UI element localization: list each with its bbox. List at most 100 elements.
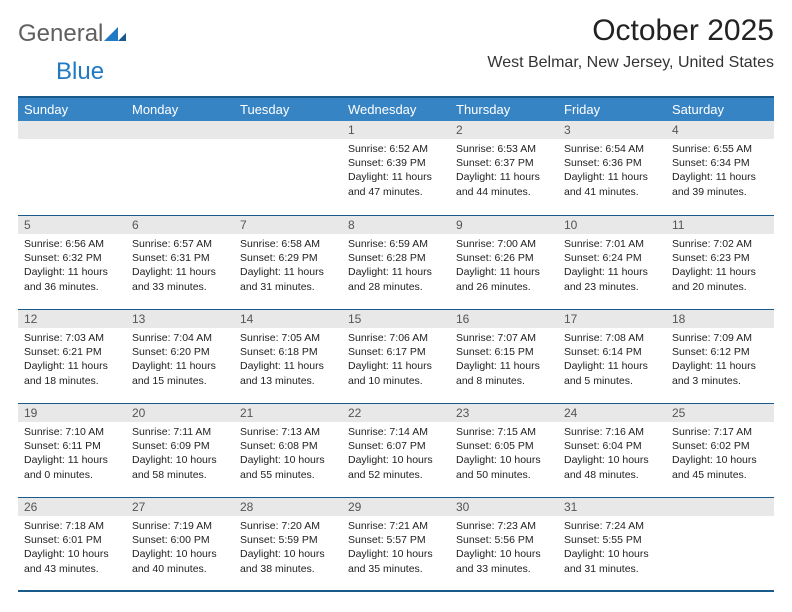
calendar-cell: 4Sunrise: 6:55 AMSunset: 6:34 PMDaylight… — [666, 121, 774, 215]
day-body: Sunrise: 7:00 AMSunset: 6:26 PMDaylight:… — [450, 234, 558, 300]
day-number: 14 — [234, 309, 342, 328]
day-number: 31 — [558, 497, 666, 516]
day-number — [18, 121, 126, 139]
logo-text-a: General — [18, 20, 103, 48]
day-body: Sunrise: 6:55 AMSunset: 6:34 PMDaylight:… — [666, 139, 774, 205]
logo-mark-icon — [104, 27, 126, 41]
day-body: Sunrise: 6:52 AMSunset: 6:39 PMDaylight:… — [342, 139, 450, 205]
calendar-cell: 27Sunrise: 7:19 AMSunset: 6:00 PMDayligh… — [126, 497, 234, 591]
day-number: 19 — [18, 403, 126, 422]
day-body: Sunrise: 7:04 AMSunset: 6:20 PMDaylight:… — [126, 328, 234, 394]
calendar-cell: 14Sunrise: 7:05 AMSunset: 6:18 PMDayligh… — [234, 309, 342, 403]
calendar-cell: 19Sunrise: 7:10 AMSunset: 6:11 PMDayligh… — [18, 403, 126, 497]
day-number: 7 — [234, 215, 342, 234]
calendar-cell: 28Sunrise: 7:20 AMSunset: 5:59 PMDayligh… — [234, 497, 342, 591]
day-number — [666, 497, 774, 516]
calendar-cell: 18Sunrise: 7:09 AMSunset: 6:12 PMDayligh… — [666, 309, 774, 403]
calendar-row: 1Sunrise: 6:52 AMSunset: 6:39 PMDaylight… — [18, 121, 774, 215]
day-body: Sunrise: 7:18 AMSunset: 6:01 PMDaylight:… — [18, 516, 126, 582]
calendar-cell: 10Sunrise: 7:01 AMSunset: 6:24 PMDayligh… — [558, 215, 666, 309]
day-body: Sunrise: 6:58 AMSunset: 6:29 PMDaylight:… — [234, 234, 342, 300]
day-number: 5 — [18, 215, 126, 234]
day-body: Sunrise: 7:03 AMSunset: 6:21 PMDaylight:… — [18, 328, 126, 394]
day-number: 22 — [342, 403, 450, 422]
day-number: 8 — [342, 215, 450, 234]
calendar-cell-empty — [234, 121, 342, 215]
day-number: 4 — [666, 121, 774, 139]
day-number: 28 — [234, 497, 342, 516]
calendar-cell: 7Sunrise: 6:58 AMSunset: 6:29 PMDaylight… — [234, 215, 342, 309]
calendar-cell: 20Sunrise: 7:11 AMSunset: 6:09 PMDayligh… — [126, 403, 234, 497]
day-number: 2 — [450, 121, 558, 139]
calendar-cell: 3Sunrise: 6:54 AMSunset: 6:36 PMDaylight… — [558, 121, 666, 215]
calendar-cell: 8Sunrise: 6:59 AMSunset: 6:28 PMDaylight… — [342, 215, 450, 309]
day-number: 16 — [450, 309, 558, 328]
calendar-row: 5Sunrise: 6:56 AMSunset: 6:32 PMDaylight… — [18, 215, 774, 309]
calendar-cell: 30Sunrise: 7:23 AMSunset: 5:56 PMDayligh… — [450, 497, 558, 591]
weekday-header: Tuesday — [234, 97, 342, 121]
calendar-cell: 26Sunrise: 7:18 AMSunset: 6:01 PMDayligh… — [18, 497, 126, 591]
day-body: Sunrise: 6:59 AMSunset: 6:28 PMDaylight:… — [342, 234, 450, 300]
calendar-cell-empty — [126, 121, 234, 215]
day-number — [126, 121, 234, 139]
day-number: 23 — [450, 403, 558, 422]
day-number: 20 — [126, 403, 234, 422]
calendar-table: SundayMondayTuesdayWednesdayThursdayFrid… — [18, 96, 774, 592]
calendar-cell: 13Sunrise: 7:04 AMSunset: 6:20 PMDayligh… — [126, 309, 234, 403]
day-number: 6 — [126, 215, 234, 234]
day-body: Sunrise: 7:05 AMSunset: 6:18 PMDaylight:… — [234, 328, 342, 394]
day-number: 11 — [666, 215, 774, 234]
calendar-row: 26Sunrise: 7:18 AMSunset: 6:01 PMDayligh… — [18, 497, 774, 591]
calendar-cell: 17Sunrise: 7:08 AMSunset: 6:14 PMDayligh… — [558, 309, 666, 403]
calendar-cell: 2Sunrise: 6:53 AMSunset: 6:37 PMDaylight… — [450, 121, 558, 215]
day-body: Sunrise: 6:57 AMSunset: 6:31 PMDaylight:… — [126, 234, 234, 300]
day-body: Sunrise: 7:11 AMSunset: 6:09 PMDaylight:… — [126, 422, 234, 488]
calendar-cell: 15Sunrise: 7:06 AMSunset: 6:17 PMDayligh… — [342, 309, 450, 403]
month-title: October 2025 — [487, 14, 774, 48]
day-number: 1 — [342, 121, 450, 139]
day-number: 13 — [126, 309, 234, 328]
day-body: Sunrise: 7:07 AMSunset: 6:15 PMDaylight:… — [450, 328, 558, 394]
weekday-header: Thursday — [450, 97, 558, 121]
day-number: 9 — [450, 215, 558, 234]
weekday-header: Friday — [558, 97, 666, 121]
calendar-cell: 5Sunrise: 6:56 AMSunset: 6:32 PMDaylight… — [18, 215, 126, 309]
day-body: Sunrise: 7:10 AMSunset: 6:11 PMDaylight:… — [18, 422, 126, 488]
weekday-header-row: SundayMondayTuesdayWednesdayThursdayFrid… — [18, 97, 774, 121]
calendar-cell-empty — [666, 497, 774, 591]
day-body: Sunrise: 6:53 AMSunset: 6:37 PMDaylight:… — [450, 139, 558, 205]
day-body: Sunrise: 7:23 AMSunset: 5:56 PMDaylight:… — [450, 516, 558, 582]
day-number: 12 — [18, 309, 126, 328]
day-number: 3 — [558, 121, 666, 139]
calendar-body: 1Sunrise: 6:52 AMSunset: 6:39 PMDaylight… — [18, 121, 774, 591]
weekday-header: Wednesday — [342, 97, 450, 121]
day-body: Sunrise: 7:09 AMSunset: 6:12 PMDaylight:… — [666, 328, 774, 394]
day-body: Sunrise: 6:54 AMSunset: 6:36 PMDaylight:… — [558, 139, 666, 205]
day-number: 15 — [342, 309, 450, 328]
day-number: 29 — [342, 497, 450, 516]
day-number: 25 — [666, 403, 774, 422]
day-number: 18 — [666, 309, 774, 328]
calendar-cell: 9Sunrise: 7:00 AMSunset: 6:26 PMDaylight… — [450, 215, 558, 309]
logo: General — [18, 14, 126, 48]
day-body: Sunrise: 7:06 AMSunset: 6:17 PMDaylight:… — [342, 328, 450, 394]
day-body: Sunrise: 7:24 AMSunset: 5:55 PMDaylight:… — [558, 516, 666, 582]
weekday-header: Monday — [126, 97, 234, 121]
day-body: Sunrise: 6:56 AMSunset: 6:32 PMDaylight:… — [18, 234, 126, 300]
day-body: Sunrise: 7:19 AMSunset: 6:00 PMDaylight:… — [126, 516, 234, 582]
day-body: Sunrise: 7:01 AMSunset: 6:24 PMDaylight:… — [558, 234, 666, 300]
day-body: Sunrise: 7:15 AMSunset: 6:05 PMDaylight:… — [450, 422, 558, 488]
calendar-cell: 6Sunrise: 6:57 AMSunset: 6:31 PMDaylight… — [126, 215, 234, 309]
day-body: Sunrise: 7:02 AMSunset: 6:23 PMDaylight:… — [666, 234, 774, 300]
calendar-cell: 29Sunrise: 7:21 AMSunset: 5:57 PMDayligh… — [342, 497, 450, 591]
weekday-header: Sunday — [18, 97, 126, 121]
day-body: Sunrise: 7:13 AMSunset: 6:08 PMDaylight:… — [234, 422, 342, 488]
calendar-cell: 24Sunrise: 7:16 AMSunset: 6:04 PMDayligh… — [558, 403, 666, 497]
day-number: 21 — [234, 403, 342, 422]
day-number: 26 — [18, 497, 126, 516]
location: West Belmar, New Jersey, United States — [487, 54, 774, 72]
calendar-row: 12Sunrise: 7:03 AMSunset: 6:21 PMDayligh… — [18, 309, 774, 403]
calendar-cell: 31Sunrise: 7:24 AMSunset: 5:55 PMDayligh… — [558, 497, 666, 591]
calendar-cell: 25Sunrise: 7:17 AMSunset: 6:02 PMDayligh… — [666, 403, 774, 497]
weekday-header: Saturday — [666, 97, 774, 121]
